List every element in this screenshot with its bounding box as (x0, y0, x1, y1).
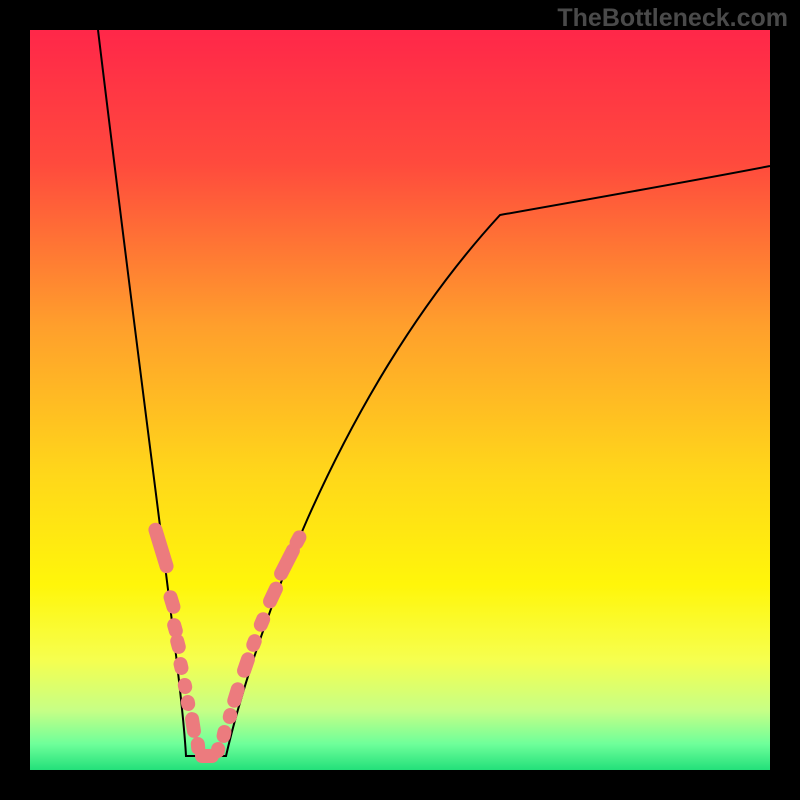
watermark-text: TheBottleneck.com (557, 4, 788, 33)
bottleneck-chart (0, 0, 800, 800)
plot-background (30, 30, 770, 770)
chart-container: TheBottleneck.com (0, 0, 800, 800)
